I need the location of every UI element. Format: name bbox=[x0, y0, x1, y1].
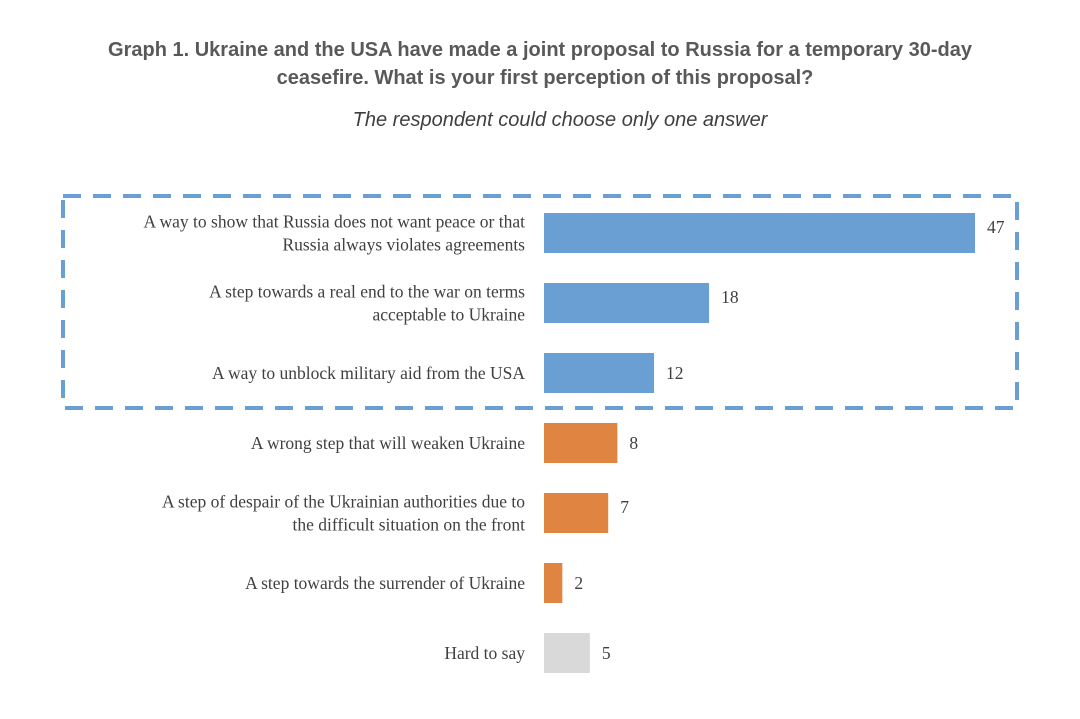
data-label-2: 18 bbox=[721, 287, 739, 307]
category-label-5-line-2: the difficult situation on the front bbox=[293, 515, 526, 535]
category-label-6: A step towards the surrender of Ukraine bbox=[245, 573, 525, 593]
data-label-1: 47 bbox=[987, 217, 1005, 237]
category-label-1-line-1: A way to show that Russia does not want … bbox=[143, 212, 525, 232]
chart-title-line-2: ceasefire. What is your first perception… bbox=[276, 67, 814, 89]
data-label-3: 12 bbox=[666, 363, 684, 383]
category-label-2-line-1: A step towards a real end to the war on … bbox=[209, 282, 525, 302]
bar-7 bbox=[544, 633, 590, 673]
category-label-4: A wrong step that will weaken Ukraine bbox=[251, 433, 525, 453]
data-label-4: 8 bbox=[629, 433, 638, 453]
category-label-7: Hard to say bbox=[444, 643, 525, 663]
bar-2 bbox=[544, 283, 710, 323]
data-label-7: 5 bbox=[602, 643, 611, 663]
bar-1 bbox=[544, 213, 975, 253]
highlight-box bbox=[61, 194, 1019, 410]
chart-title: Graph 1. Ukraine and the USA have made a… bbox=[0, 36, 1080, 92]
category-label-1-line-2: Russia always violates agreements bbox=[282, 235, 525, 255]
bars-layer: 47 A way to show that Russia does not wan… bbox=[143, 212, 1005, 673]
data-label-6: 2 bbox=[574, 573, 583, 593]
chart-subtitle: The respondent could choose only one ans… bbox=[352, 109, 768, 131]
chart-title-line-1: Graph 1. Ukraine and the USA have made a… bbox=[108, 39, 972, 61]
bar-4 bbox=[544, 423, 618, 463]
bar-5 bbox=[544, 493, 609, 533]
category-label-5-line-1: A step of despair of the Ukrainian autho… bbox=[162, 492, 525, 512]
bar-3 bbox=[544, 353, 655, 393]
category-label-2-line-2: acceptable to Ukraine bbox=[372, 305, 525, 325]
category-label-3: A way to unblock military aid from the U… bbox=[212, 363, 525, 383]
data-label-5: 7 bbox=[620, 497, 629, 517]
bar-6 bbox=[544, 563, 563, 603]
